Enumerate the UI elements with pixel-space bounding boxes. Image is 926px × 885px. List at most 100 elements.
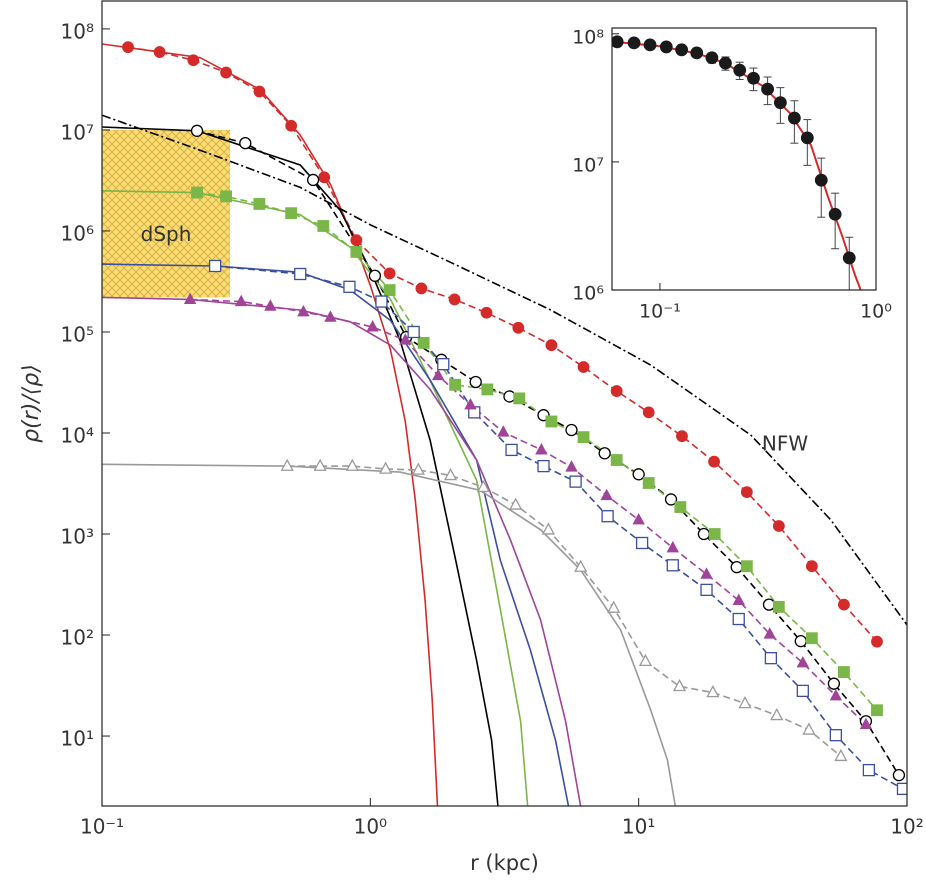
x-tick-label: 10² [890, 815, 923, 839]
marker [294, 267, 307, 281]
marker [306, 173, 320, 187]
marker [407, 325, 420, 339]
x-axis-label: r (kpc) [470, 851, 539, 875]
marker [545, 339, 558, 352]
marker [574, 559, 588, 572]
lines [612, 35, 862, 290]
marker [512, 321, 525, 334]
marker [829, 729, 842, 742]
marker [598, 447, 611, 460]
marker [862, 763, 876, 777]
marker [187, 54, 200, 67]
marker [464, 397, 477, 410]
marker [676, 430, 688, 443]
marker [153, 46, 166, 58]
marker [672, 678, 687, 692]
marker [324, 310, 337, 322]
marker [183, 292, 197, 304]
marker [796, 655, 809, 668]
marker [871, 635, 883, 648]
y-tick-label: 10³ [61, 525, 94, 549]
marker [208, 259, 222, 273]
plot-frame [101, 0, 908, 807]
marker [763, 627, 776, 639]
marker [838, 598, 850, 611]
y-axis-label: ρ(r)/⟨ρ⟩ [19, 364, 44, 443]
marker [513, 392, 526, 405]
marker [627, 36, 641, 50]
marker [601, 510, 614, 523]
marker [638, 653, 653, 667]
marker [708, 528, 721, 540]
series-line [102, 263, 570, 806]
marker [738, 696, 752, 709]
y-tick-label: 10⁸ [61, 19, 94, 43]
marker [829, 688, 843, 701]
marker [732, 593, 745, 605]
marker [234, 294, 248, 307]
marker [399, 333, 412, 345]
marker [770, 708, 784, 721]
marker [730, 560, 743, 574]
marker [122, 41, 134, 54]
region-label: dSph [141, 222, 192, 246]
marker [383, 284, 396, 296]
lines [102, 41, 907, 806]
marker [666, 559, 679, 572]
marker [345, 458, 359, 471]
marker [690, 46, 704, 60]
marker [800, 131, 814, 145]
marker [796, 684, 809, 698]
marker [772, 600, 785, 613]
marker [317, 220, 330, 232]
x-tick-label: 10⁻¹ [639, 301, 681, 323]
marker [220, 190, 232, 203]
marker [610, 385, 623, 397]
marker [700, 583, 713, 597]
x-tick-label: 10⁰ [354, 815, 387, 839]
y-tick-label: 10⁸ [572, 26, 604, 48]
marker [383, 267, 396, 280]
marker [503, 390, 516, 403]
series-line [102, 463, 677, 806]
marker [642, 406, 655, 419]
marker [838, 666, 850, 678]
marker [659, 40, 673, 54]
annotation: NFW [762, 432, 808, 456]
marker [469, 375, 482, 389]
marker [297, 305, 310, 317]
marker [350, 246, 363, 258]
x-tick-label: 10⁻¹ [80, 815, 124, 839]
marker [350, 234, 363, 247]
marker [569, 475, 582, 488]
marker [666, 540, 679, 553]
marker [761, 82, 775, 96]
marker [280, 458, 294, 471]
marker [642, 477, 655, 489]
marker [794, 634, 807, 648]
marker [834, 748, 848, 762]
series-line [287, 465, 842, 757]
y-tick-label: 10⁴ [61, 423, 94, 447]
marker [417, 336, 430, 349]
marker [535, 443, 548, 455]
marker [632, 468, 645, 481]
marker [253, 198, 266, 210]
marker [827, 677, 841, 690]
marker [220, 66, 232, 79]
y-tick-label: 10⁶ [572, 283, 604, 305]
marker [805, 560, 818, 573]
marker [313, 458, 327, 471]
marker [375, 295, 388, 308]
marker [545, 415, 558, 428]
marker [814, 173, 828, 187]
marker [191, 186, 203, 199]
marker [871, 704, 883, 717]
marker [842, 251, 856, 265]
marker [762, 598, 776, 611]
marker [740, 486, 753, 498]
marker [607, 600, 621, 613]
x-tick-label: 10⁰ [860, 301, 892, 323]
marker [805, 632, 818, 645]
marker [732, 612, 745, 626]
